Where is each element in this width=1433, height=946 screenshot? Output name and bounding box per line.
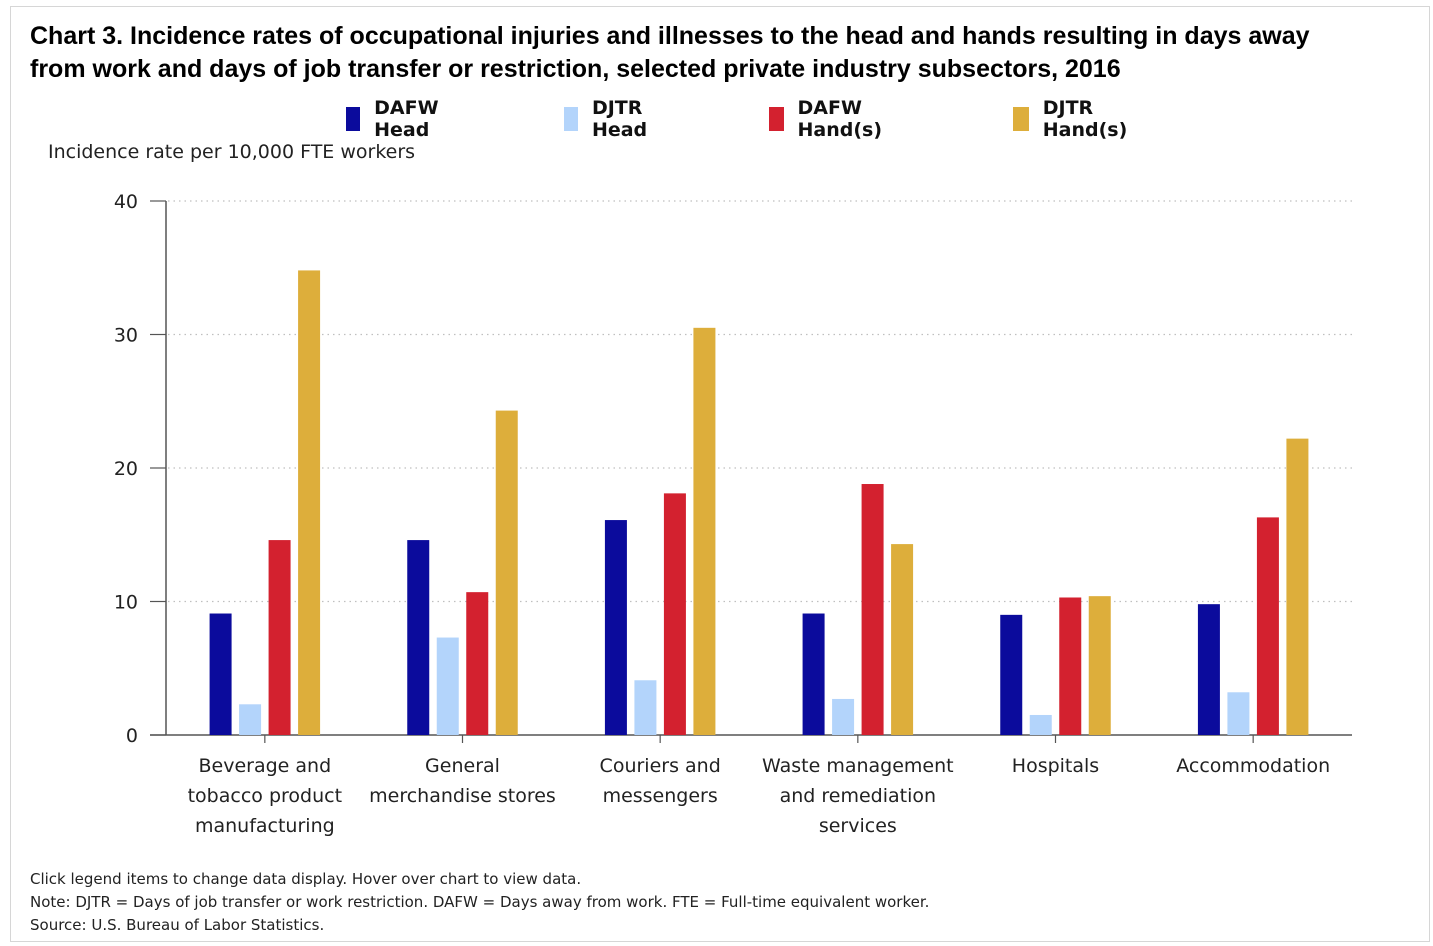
legend-item-dafw-head[interactable]: DAFW Head — [346, 97, 448, 141]
legend-item-dafw-hands[interactable]: DAFW Hand(s) — [769, 97, 892, 141]
legend-label: DAFW Hand(s) — [797, 97, 883, 141]
legend-item-djtr-hands[interactable]: DJTR Hand(s) — [1013, 97, 1136, 141]
legend-swatch — [769, 107, 784, 131]
y-tick-label: 20 — [114, 458, 138, 480]
x-tick-label: Accommodation — [1176, 755, 1330, 777]
bar[interactable] — [436, 637, 459, 735]
x-tick-label: General — [425, 755, 500, 777]
legend-label: DAFW Head — [374, 97, 439, 141]
bar[interactable] — [802, 613, 825, 735]
bar[interactable] — [1197, 604, 1220, 735]
y-tick-label: 40 — [114, 191, 138, 213]
bar[interactable] — [832, 698, 855, 735]
footer-source: Source: U.S. Bureau of Labor Statistics. — [30, 916, 325, 934]
chart-title: Chart 3. Incidence rates of occupational… — [30, 22, 1310, 83]
bar[interactable] — [1256, 517, 1279, 735]
legend-item-djtr-head[interactable]: DJTR Head — [564, 97, 657, 141]
footer-note: Note: DJTR = Days of job transfer or wor… — [30, 893, 930, 911]
chart-footer: Click legend items to change data displa… — [30, 868, 929, 937]
x-tick-label: Couriers and — [600, 755, 721, 777]
y-tick-label: 30 — [114, 325, 138, 347]
x-tick-label: and remediation — [780, 785, 936, 807]
legend-swatch — [1013, 107, 1029, 131]
bar[interactable] — [209, 613, 232, 735]
bar[interactable] — [268, 540, 291, 735]
x-tick-label: tobacco product — [188, 785, 342, 807]
bar[interactable] — [298, 270, 321, 735]
x-tick-label: services — [819, 815, 897, 837]
y-tick-label: 0 — [126, 725, 138, 747]
x-tick-label: Beverage and — [199, 755, 332, 777]
bar[interactable] — [1088, 596, 1111, 735]
x-tick-label: Waste management — [762, 755, 954, 777]
bar[interactable] — [495, 410, 518, 735]
bar[interactable] — [1000, 614, 1023, 735]
chart-frame — [10, 6, 1430, 942]
y-tick-label: 10 — [114, 592, 138, 614]
y-axis-label: Incidence rate per 10,000 FTE workers — [48, 141, 416, 163]
bar[interactable] — [1286, 438, 1309, 735]
bar[interactable] — [861, 484, 884, 735]
legend-swatch — [564, 107, 578, 131]
bar[interactable] — [1059, 597, 1082, 735]
legend-swatch — [346, 107, 361, 131]
legend-label: DJTR Head — [591, 97, 648, 141]
bar[interactable] — [1029, 714, 1052, 735]
bar[interactable] — [634, 680, 657, 735]
bar[interactable] — [407, 540, 430, 735]
bar[interactable] — [466, 592, 489, 735]
x-tick-label: manufacturing — [195, 815, 335, 837]
x-tick-label: Hospitals — [1012, 755, 1099, 777]
bar[interactable] — [663, 493, 686, 735]
footer-instructions: Click legend items to change data displa… — [30, 870, 582, 888]
bar[interactable] — [693, 327, 716, 735]
bar[interactable] — [1227, 692, 1250, 735]
bar[interactable] — [604, 520, 627, 735]
x-tick-label: merchandise stores — [369, 785, 556, 807]
bar[interactable] — [239, 704, 262, 735]
x-tick-label: messengers — [603, 785, 718, 807]
legend-label: DJTR Hand(s) — [1042, 97, 1128, 141]
bar[interactable] — [891, 544, 914, 735]
